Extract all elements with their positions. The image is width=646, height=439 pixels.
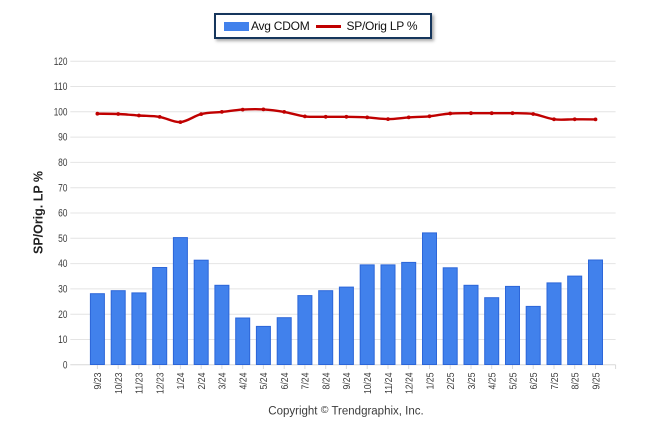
svg-text:SP/Orig. LP %: SP/Orig. LP % — [32, 171, 46, 254]
svg-text:20: 20 — [58, 309, 67, 321]
svg-text:12/24: 12/24 — [405, 372, 416, 394]
svg-text:9/23: 9/23 — [93, 372, 104, 389]
svg-text:8/25: 8/25 — [571, 372, 582, 389]
svg-text:70: 70 — [58, 182, 67, 194]
svg-text:10/24: 10/24 — [363, 372, 374, 394]
svg-text:90: 90 — [58, 132, 67, 144]
svg-text:50: 50 — [58, 233, 67, 245]
svg-text:30: 30 — [58, 284, 67, 296]
svg-text:8/24: 8/24 — [322, 372, 333, 389]
svg-text:6/24: 6/24 — [280, 372, 291, 389]
svg-text:60: 60 — [58, 208, 67, 220]
svg-text:6/25: 6/25 — [529, 372, 540, 389]
svg-text:11/24: 11/24 — [384, 372, 395, 394]
svg-text:3/24: 3/24 — [218, 372, 229, 389]
svg-text:2/24: 2/24 — [197, 372, 208, 389]
svg-text:7/24: 7/24 — [301, 372, 312, 389]
svg-text:4/24: 4/24 — [239, 372, 250, 389]
svg-text:80: 80 — [58, 157, 67, 169]
svg-text:120: 120 — [54, 56, 68, 68]
svg-text:7/25: 7/25 — [550, 372, 561, 389]
svg-text:5/25: 5/25 — [508, 372, 519, 389]
svg-text:3/25: 3/25 — [467, 372, 478, 389]
svg-text:5/24: 5/24 — [259, 372, 270, 389]
svg-text:40: 40 — [58, 258, 67, 270]
svg-text:1/24: 1/24 — [176, 372, 187, 389]
svg-text:9/24: 9/24 — [342, 372, 353, 389]
svg-text:1/25: 1/25 — [425, 372, 436, 389]
svg-text:100: 100 — [54, 106, 68, 118]
svg-text:110: 110 — [54, 81, 68, 93]
svg-text:11/23: 11/23 — [135, 372, 146, 394]
svg-text:0: 0 — [63, 359, 68, 371]
svg-text:10: 10 — [58, 334, 67, 346]
svg-text:12/23: 12/23 — [156, 372, 167, 394]
svg-text:9/25: 9/25 — [591, 372, 602, 389]
svg-text:10/23: 10/23 — [114, 372, 125, 394]
svg-text:2/25: 2/25 — [446, 372, 457, 389]
svg-text:4/25: 4/25 — [488, 372, 499, 389]
